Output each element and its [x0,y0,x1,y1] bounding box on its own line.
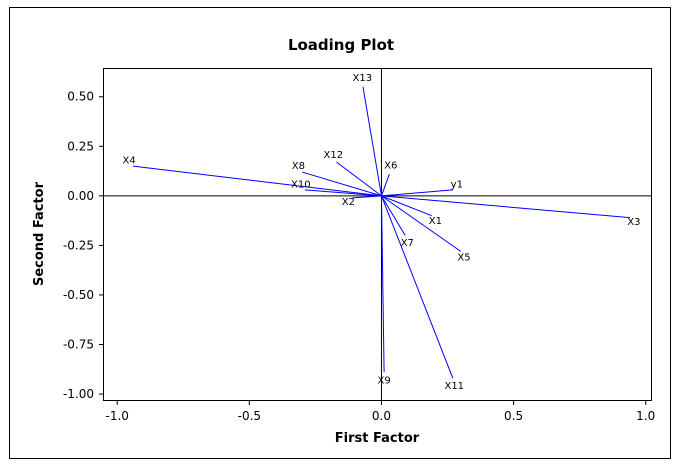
x-tick-label: -1.0 [106,409,129,423]
loading-vector-x12 [336,161,382,197]
y-tick-label: -0.75 [63,338,94,352]
point-label-x13: X13 [353,73,373,84]
x-tick-label: 0.5 [504,409,523,423]
loading-vector-x6 [380,173,390,197]
loading-vector-y1 [381,189,453,197]
point-label-x4: X4 [122,156,135,167]
loading-vector-x5 [381,195,462,252]
point-label-x3: X3 [627,217,640,228]
loading-vector-x10 [304,189,382,197]
chart-title: Loading Plot [288,36,394,54]
point-label-x8: X8 [292,161,305,172]
y-tick-label: -0.50 [63,288,94,302]
loading-vector-x7 [381,195,406,236]
point-label-y1: y1 [451,180,463,191]
y-axis-label: Second Factor [32,181,47,286]
x-axis-ticks: -1.0 -0.5 0.0 0.5 1.0 [106,400,655,423]
point-label-x5: X5 [457,253,470,264]
loading-vector-x2 [352,195,382,199]
loading-vector-x1 [381,195,432,217]
point-label-x6: X6 [384,160,397,171]
loading-vectors: X13 X4 X12 X6 X8 X10 X2 y1 X3 X1 X7 X5 X9 X11 [122,73,640,392]
point-label-x11: X11 [444,381,464,392]
y-tick-label: 0.00 [67,189,94,203]
chart-outer-border [9,7,671,459]
y-tick-label: 0.50 [67,90,94,104]
point-label-x7: X7 [401,238,414,249]
point-label-x10: X10 [291,180,311,191]
y-axis-ticks: 0.50 0.25 0.00 -0.25 -0.50 -0.75 -1.00 [63,90,104,401]
point-label-x1: X1 [429,216,442,227]
point-label-x2: X2 [342,197,355,208]
plot-area [103,68,652,401]
point-label-x9: X9 [378,375,391,386]
loading-vector-x9 [380,195,385,373]
point-label-x12: X12 [324,150,344,161]
x-tick-label: 0.0 [372,409,391,423]
y-tick-label: -0.25 [63,238,94,252]
y-tick-label: -1.00 [63,387,94,401]
x-tick-label: -0.5 [238,409,261,423]
loading-vector-x8 [302,171,382,197]
x-axis-label: First Factor [335,431,420,446]
loading-vector-x11 [380,195,454,379]
loading-vector-x3 [381,195,630,219]
loading-vector-x13 [362,86,382,196]
y-tick-label: 0.25 [67,139,94,153]
x-tick-label: 1.0 [636,409,655,423]
loading-vector-x4 [133,165,382,197]
